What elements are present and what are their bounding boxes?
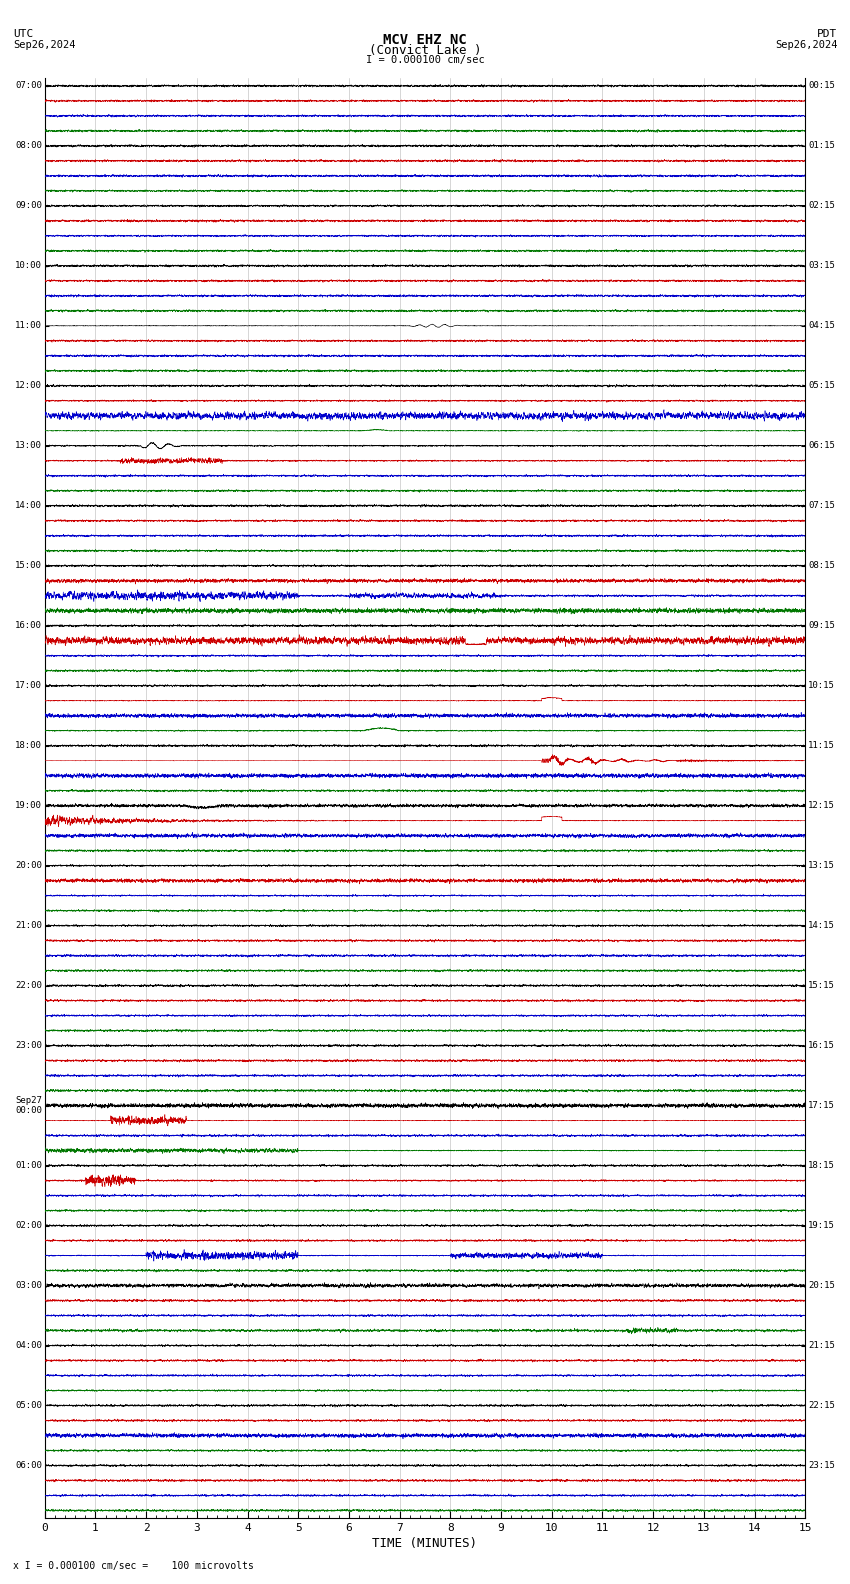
- Text: UTC: UTC: [13, 29, 33, 38]
- X-axis label: TIME (MINUTES): TIME (MINUTES): [372, 1536, 478, 1551]
- Text: PDT: PDT: [817, 29, 837, 38]
- Text: I = 0.000100 cm/sec: I = 0.000100 cm/sec: [366, 55, 484, 65]
- Text: Sep26,2024: Sep26,2024: [13, 40, 76, 49]
- Text: MCV EHZ NC: MCV EHZ NC: [383, 33, 467, 48]
- Text: x I = 0.000100 cm/sec =    100 microvolts: x I = 0.000100 cm/sec = 100 microvolts: [13, 1562, 253, 1571]
- Text: (Convict Lake ): (Convict Lake ): [369, 44, 481, 57]
- Text: Sep26,2024: Sep26,2024: [774, 40, 837, 49]
